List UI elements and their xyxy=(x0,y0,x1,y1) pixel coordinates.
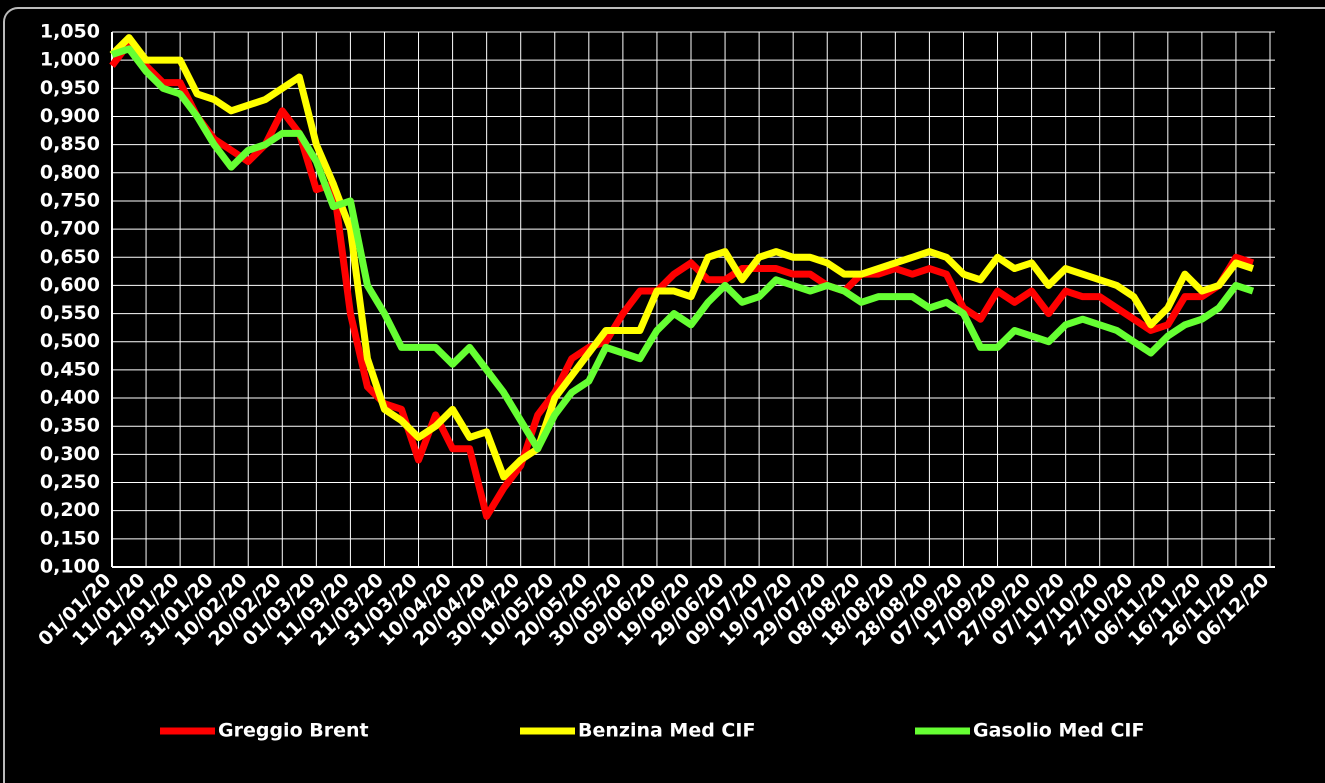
series-line xyxy=(110,45,1255,453)
legend-label: Benzina Med CIF xyxy=(578,720,755,742)
y-tick-label: 0,550 xyxy=(40,302,100,324)
y-tick-label: 0,950 xyxy=(40,77,100,99)
y-tick-label: 0,150 xyxy=(40,527,100,549)
y-tick-label: 0,500 xyxy=(40,330,100,352)
y-tick-label: 0,650 xyxy=(40,246,100,268)
y-tick-label: 0,200 xyxy=(40,499,100,521)
y-tick-label: 0,400 xyxy=(40,387,100,409)
y-tick-label: 0,350 xyxy=(40,415,100,437)
y-tick-label: 0,300 xyxy=(40,443,100,465)
y-tick-label: 0,600 xyxy=(40,274,100,296)
y-tick-label: 0,700 xyxy=(40,218,100,240)
y-tick-label: 0,850 xyxy=(40,133,100,155)
y-tick-label: 0,100 xyxy=(40,556,100,578)
y-tick-label: 0,750 xyxy=(40,189,100,211)
y-tick-label: 1,000 xyxy=(40,49,100,71)
y-tick-label: 0,250 xyxy=(40,471,100,493)
legend-label: Greggio Brent xyxy=(218,720,369,742)
y-tick-label: 0,900 xyxy=(40,105,100,127)
y-tick-label: 0,450 xyxy=(40,358,100,380)
series-line xyxy=(109,34,1255,481)
legend-label: Gasolio Med CIF xyxy=(973,720,1144,742)
y-tick-label: 0,800 xyxy=(40,161,100,183)
y-tick-label: 1,050 xyxy=(40,21,100,43)
